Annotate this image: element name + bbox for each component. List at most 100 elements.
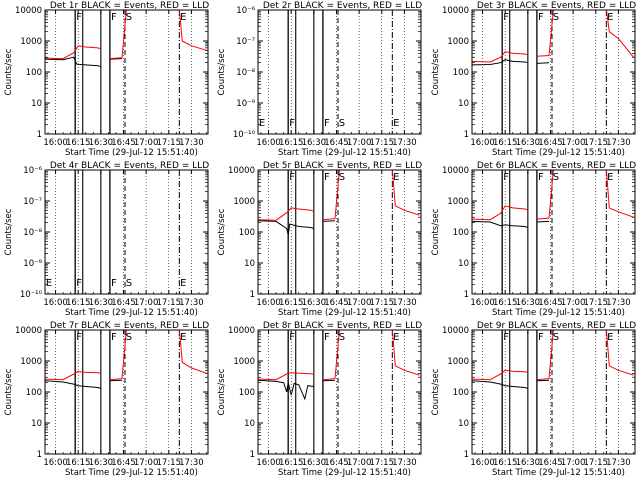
- x-axis-label: Start Time (29-Jul-12 15:51:40): [278, 468, 411, 478]
- x-tick-label: 17:00: [347, 458, 372, 468]
- events-series-line: [45, 380, 101, 389]
- x-tick-label: 17:30: [392, 138, 417, 148]
- lld-series-line: [45, 370, 101, 381]
- y-tick-label: 1: [37, 450, 42, 460]
- lld-series-line: [109, 10, 127, 60]
- event-marker-label: F: [324, 332, 330, 343]
- x-tick-label: 16:00: [256, 138, 281, 148]
- panel-title: Det 6r BLACK = Events, RED = LLD: [477, 161, 636, 171]
- events-series-line: [536, 220, 550, 223]
- event-marker-label: F: [289, 118, 295, 129]
- x-tick-label: 16:30: [302, 138, 327, 148]
- y-tick-label: 10⁻⁷: [23, 197, 42, 207]
- event-marker-label: F: [324, 172, 330, 183]
- x-tick-label: 17:00: [561, 298, 586, 308]
- x-tick-label: 16:30: [302, 298, 327, 308]
- event-marker-label: F: [76, 332, 82, 343]
- lld-series-line: [536, 10, 554, 57]
- panel-title: Det 8r BLACK = Events, RED = LLD: [263, 321, 422, 331]
- y-tick-label: 1: [464, 130, 469, 140]
- events-series-line: [472, 380, 528, 389]
- series-group: [472, 330, 634, 389]
- events-series-line: [322, 379, 336, 382]
- x-tick-label: 16:15: [493, 298, 518, 308]
- x-tick-label: 16:45: [111, 298, 136, 308]
- plot-frame: [257, 9, 422, 135]
- y-tick-label: 1000: [233, 357, 255, 367]
- series-group: [45, 10, 207, 67]
- y-tick-label: 1: [464, 290, 469, 300]
- y-tick-label: 10000: [442, 6, 469, 16]
- plot-frame: [44, 329, 209, 455]
- x-tick-label: 16:15: [493, 138, 518, 148]
- event-marker-label: F: [324, 118, 330, 129]
- event-marker-label: S: [126, 332, 132, 343]
- y-axis-label: Counts/sec: [431, 368, 441, 415]
- x-tick-label: 16:15: [66, 458, 91, 468]
- x-axis-label: Start Time (29-Jul-12 15:51:40): [65, 468, 198, 478]
- events-series-line: [536, 379, 550, 382]
- x-tick-label: 16:00: [470, 138, 495, 148]
- y-tick-label: 10⁻⁹: [23, 259, 42, 269]
- x-tick-label: 17:15: [157, 298, 182, 308]
- x-axis-label: Start Time (29-Jul-12 15:51:40): [278, 308, 411, 318]
- panel-title: Det 7r BLACK = Events, RED = LLD: [50, 321, 209, 331]
- x-tick-label: 16:45: [538, 298, 563, 308]
- x-tick-label: 17:15: [584, 138, 609, 148]
- x-tick-label: 17:30: [392, 298, 417, 308]
- x-tick-label: 16:30: [302, 458, 327, 468]
- series-group: [258, 170, 420, 236]
- event-marker-label: S: [553, 12, 559, 23]
- lld-series-line: [178, 330, 207, 374]
- y-axis-label: Counts/sec: [217, 208, 227, 255]
- x-tick-label: 16:45: [324, 298, 349, 308]
- event-marker-label: F: [76, 278, 82, 289]
- x-tick-label: 16:15: [279, 298, 304, 308]
- x-tick-label: 16:30: [89, 138, 114, 148]
- x-tick-label: 17:30: [606, 458, 631, 468]
- y-tick-label: 100: [239, 228, 255, 238]
- events-series-line: [45, 56, 101, 67]
- event-marker-label: S: [553, 172, 559, 183]
- series-group: [258, 330, 420, 401]
- x-tick-label: 16:45: [111, 458, 136, 468]
- event-marker-label: E: [180, 278, 186, 289]
- lld-series-line: [472, 369, 528, 381]
- event-marker-label: F: [289, 172, 295, 183]
- y-tick-label: 10: [458, 419, 469, 429]
- x-tick-label: 16:15: [493, 458, 518, 468]
- event-marker-label: F: [503, 172, 509, 183]
- event-marker-label: F: [503, 12, 509, 23]
- x-tick-label: 17:15: [157, 138, 182, 148]
- lld-series-line: [258, 207, 314, 221]
- x-tick-label: 17:00: [347, 298, 372, 308]
- plot-frame: [471, 169, 636, 295]
- event-marker-label: F: [111, 332, 117, 343]
- event-marker-label: S: [553, 332, 559, 343]
- x-tick-label: 17:15: [584, 298, 609, 308]
- x-tick-label: 17:15: [584, 458, 609, 468]
- lld-series-line: [45, 45, 101, 60]
- y-axis-label: Counts/sec: [4, 208, 14, 255]
- x-tick-label: 16:45: [538, 458, 563, 468]
- lld-series-line: [322, 170, 340, 221]
- y-tick-label: 10: [458, 99, 469, 109]
- x-tick-label: 17:30: [606, 138, 631, 148]
- lld-series-line: [605, 10, 634, 58]
- plot-frame: [471, 9, 636, 135]
- x-tick-label: 16:00: [470, 458, 495, 468]
- y-axis-label: Counts/sec: [4, 48, 14, 95]
- x-tick-label: 16:15: [66, 138, 91, 148]
- events-series-line: [322, 220, 336, 222]
- x-tick-label: 16:30: [516, 138, 541, 148]
- y-tick-label: 10⁻⁶: [236, 6, 255, 16]
- y-tick-label: 10000: [442, 166, 469, 176]
- events-series-line: [536, 62, 550, 64]
- x-tick-label: 16:45: [111, 138, 136, 148]
- lld-series-line: [109, 330, 127, 381]
- x-tick-label: 17:30: [179, 458, 204, 468]
- x-tick-label: 17:00: [134, 458, 159, 468]
